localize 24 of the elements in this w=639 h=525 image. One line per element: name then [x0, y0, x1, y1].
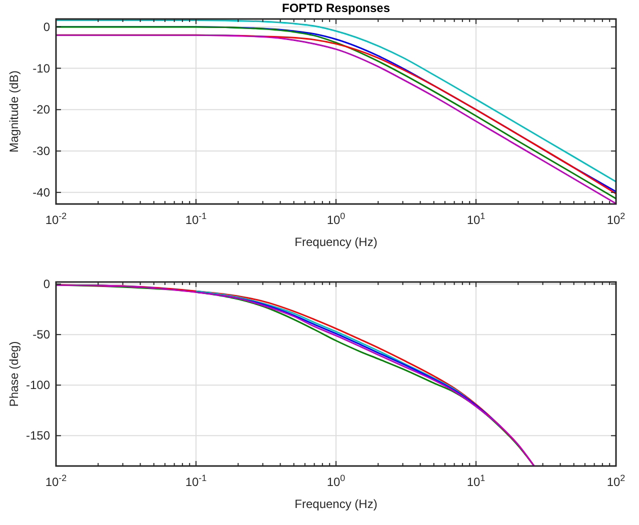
- y-tick-label: -100: [26, 378, 50, 392]
- x-tick-label: 10$^{2}$: [606, 473, 626, 489]
- chart-title: FOPTD Responses: [282, 1, 390, 15]
- x-tick-label: 10$^{-2}$: [45, 211, 67, 227]
- x-tick-label: 10$^{1}$: [466, 473, 486, 489]
- x-axis-title: Frequency (Hz): [294, 497, 378, 511]
- y-tick-label: -50: [32, 328, 50, 342]
- y-tick-label: 0: [43, 277, 50, 292]
- y-tick-label: -30: [32, 144, 50, 158]
- x-tick-label: 10$^{-2}$: [45, 473, 67, 489]
- x-axis-title: Frequency (Hz): [294, 235, 378, 249]
- x-tick-label: 10$^{0}$: [326, 211, 346, 227]
- y-tick-label: -150: [26, 428, 50, 443]
- y-axis-title: Magnitude (dB): [7, 70, 21, 153]
- y-tick-label: -20: [32, 102, 50, 117]
- x-tick-label: 10$^{0}$: [326, 473, 346, 489]
- x-tick-label: 10$^{-1}$: [185, 211, 207, 227]
- x-tick-label: 10$^{2}$: [606, 211, 626, 227]
- x-tick-label: 10$^{-1}$: [185, 473, 207, 489]
- y-tick-label: -10: [32, 61, 50, 76]
- y-tick-label: -40: [32, 185, 50, 200]
- y-axis-title: Phase (deg): [7, 341, 21, 407]
- x-tick-label: 10$^{1}$: [466, 211, 486, 227]
- y-tick-label: 0: [43, 20, 50, 34]
